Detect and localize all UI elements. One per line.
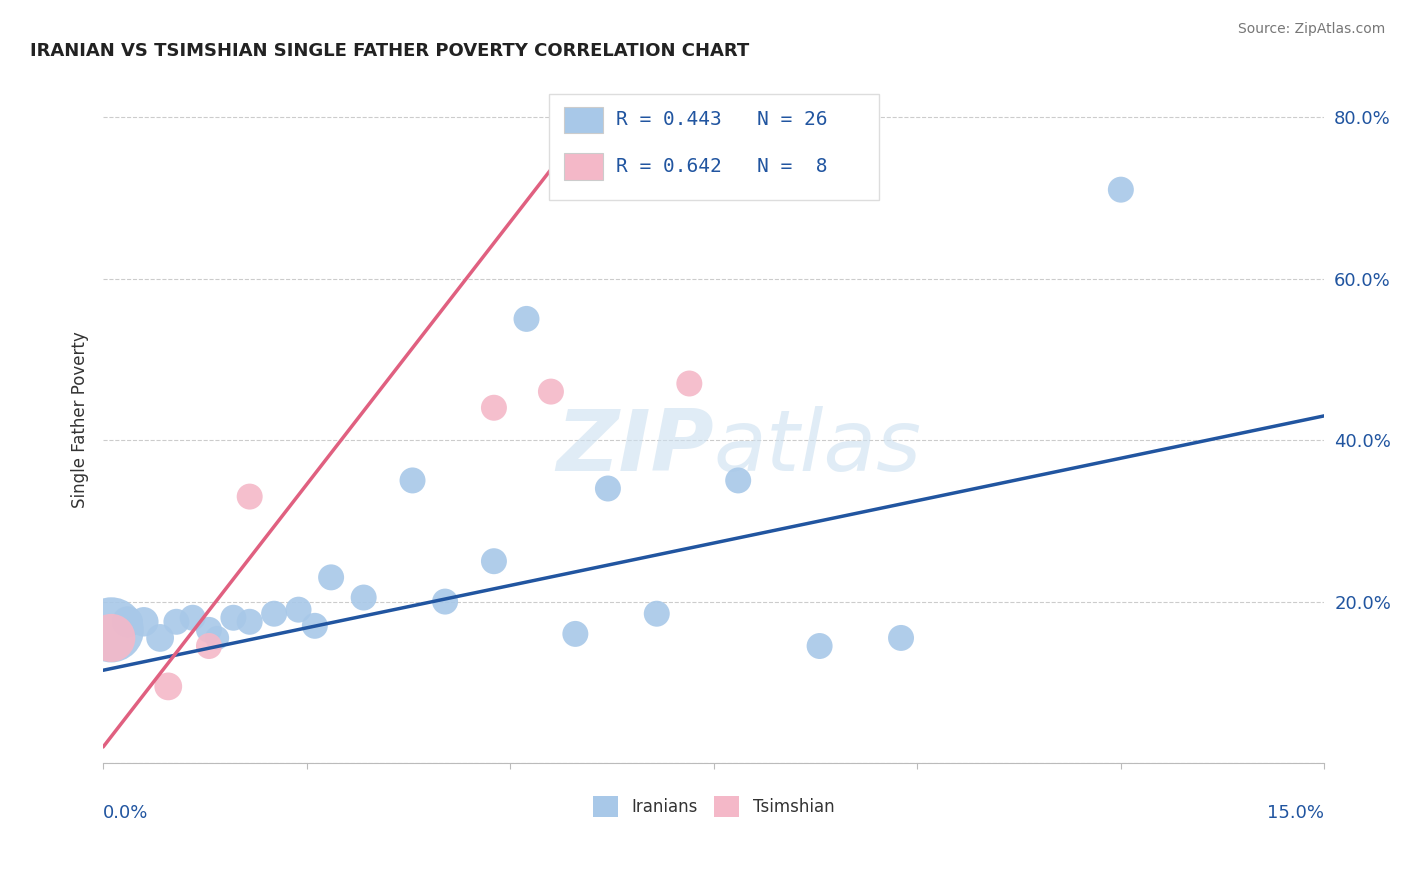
Point [645, 175, 668, 189]
Point [1109, 183, 1132, 197]
Point [263, 607, 285, 621]
FancyBboxPatch shape [548, 94, 879, 200]
Point [319, 570, 342, 584]
Point [100, 623, 122, 637]
Point [198, 623, 221, 637]
FancyBboxPatch shape [564, 153, 603, 179]
Point [222, 611, 245, 625]
Point [353, 591, 375, 605]
Point [678, 376, 700, 391]
Point [304, 619, 326, 633]
Point [205, 631, 228, 645]
Text: R = 0.443   N = 26: R = 0.443 N = 26 [616, 111, 828, 129]
Text: R = 0.642   N =  8: R = 0.642 N = 8 [616, 157, 828, 176]
Legend: Iranians, Tsimshian: Iranians, Tsimshian [586, 789, 841, 823]
Text: ZIP: ZIP [557, 406, 714, 489]
Point [482, 401, 505, 415]
Point [157, 680, 180, 694]
Point [239, 490, 262, 504]
Point [181, 611, 204, 625]
Point [239, 615, 262, 629]
Point [401, 474, 423, 488]
Point [434, 594, 457, 608]
Text: Source: ZipAtlas.com: Source: ZipAtlas.com [1237, 22, 1385, 37]
Y-axis label: Single Father Poverty: Single Father Poverty [72, 332, 89, 508]
Point [890, 631, 912, 645]
Point [564, 627, 586, 641]
Point [165, 615, 187, 629]
Point [117, 615, 139, 629]
Point [287, 602, 309, 616]
Text: atlas: atlas [714, 406, 922, 489]
Text: 0.0%: 0.0% [103, 805, 149, 822]
Point [596, 482, 619, 496]
Text: 15.0%: 15.0% [1267, 805, 1324, 822]
Point [727, 474, 749, 488]
Point [149, 631, 172, 645]
Text: IRANIAN VS TSIMSHIAN SINGLE FATHER POVERTY CORRELATION CHART: IRANIAN VS TSIMSHIAN SINGLE FATHER POVER… [30, 42, 749, 60]
FancyBboxPatch shape [564, 107, 603, 133]
Point [482, 554, 505, 568]
Point [645, 607, 668, 621]
Point [540, 384, 562, 399]
Point [808, 639, 831, 653]
Point [198, 639, 221, 653]
Point [132, 615, 155, 629]
Point [100, 631, 122, 645]
Point [515, 312, 537, 326]
